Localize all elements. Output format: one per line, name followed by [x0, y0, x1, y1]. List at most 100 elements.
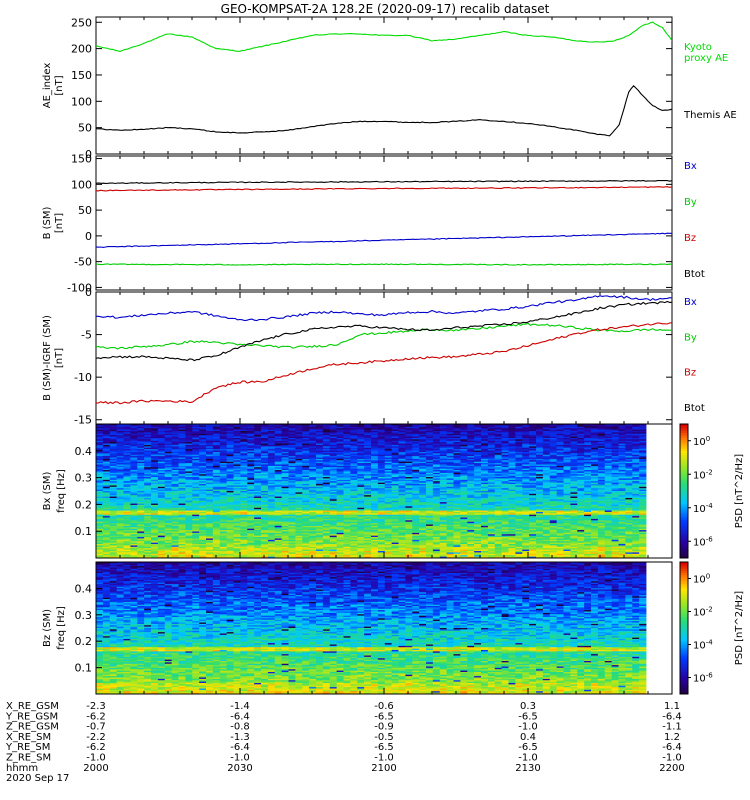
- spectrogram-cell: [274, 453, 283, 456]
- spectrogram-cell: [116, 468, 124, 471]
- spectrogram-cell: [542, 439, 551, 442]
- spectrogram-cell: [336, 435, 344, 437]
- series-line-by: [96, 322, 672, 350]
- spectrogram-cell: [254, 471, 262, 474]
- spectrogram-cell: [254, 485, 262, 488]
- spectrogram-cell: [563, 453, 571, 456]
- spectrogram-cell: [487, 474, 496, 477]
- spectrogram-cell: [604, 463, 613, 465]
- spectrogram-cell: [171, 474, 179, 477]
- spectrogram-cell: [316, 456, 324, 458]
- spectrogram-cell: [625, 468, 633, 471]
- spectrogram-cell: [102, 446, 111, 449]
- spectrogram-cell: [316, 457, 324, 460]
- spectrogram-cell: [529, 485, 537, 488]
- spectrogram-cell: [639, 463, 647, 465]
- spectrogram-cell: [439, 451, 448, 454]
- spectrogram-cell: [481, 453, 489, 456]
- spectrogram-cell: [432, 453, 441, 456]
- spectrogram-cell: [247, 454, 255, 457]
- spectrogram-cell: [584, 450, 592, 453]
- spectrogram-cell: [185, 428, 193, 430]
- spectrogram-cell: [618, 486, 626, 489]
- spectrogram-cell: [274, 451, 283, 454]
- spectrogram-cell: [494, 449, 503, 451]
- spectrogram-cell: [329, 458, 338, 461]
- spectrogram-cell: [591, 447, 599, 450]
- spectrogram-cell: [446, 482, 454, 485]
- spectrogram-cell: [439, 464, 448, 467]
- spectrogram-cell: [357, 475, 365, 478]
- spectrogram-cell: [405, 443, 413, 446]
- spectrogram-cell: [570, 429, 578, 432]
- spectrogram-cell: [577, 458, 585, 461]
- spectrogram-cell: [597, 439, 606, 442]
- spectrogram-cell: [364, 475, 372, 478]
- spectrogram-cell: [563, 430, 571, 433]
- spectrogram-cell: [240, 424, 248, 426]
- spectrogram-cell: [316, 475, 324, 478]
- spectrogram-cell: [137, 432, 145, 435]
- spectrogram-cell: [618, 428, 626, 430]
- spectrogram-cell: [212, 477, 221, 479]
- spectrogram-cell: [529, 474, 537, 477]
- spectrogram-cell: [164, 443, 173, 446]
- spectrogram-cell: [597, 450, 606, 453]
- spectrogram-cell: [206, 468, 214, 471]
- spectrogram-cell: [281, 446, 289, 449]
- spectrogram-cell: [343, 488, 351, 491]
- spectrogram-cell: [322, 479, 331, 482]
- spectrogram-cell: [412, 485, 420, 488]
- spectrogram-cell: [254, 486, 262, 489]
- spectrogram-cell: [329, 424, 338, 426]
- spectrogram-cell: [556, 484, 564, 486]
- spectrogram-cell: [549, 424, 558, 426]
- spectrogram-cell: [467, 439, 475, 442]
- spectrogram-cell: [481, 425, 489, 428]
- spectrogram-cell: [549, 477, 558, 479]
- spectrogram-cell: [453, 435, 461, 437]
- spectrogram-cell: [426, 481, 434, 484]
- spectrogram-cell: [151, 457, 159, 460]
- spectrogram-cell: [281, 443, 289, 446]
- spectrogram-cell: [254, 435, 262, 437]
- spectrogram-cell: [542, 479, 551, 482]
- spectrogram-cell: [467, 458, 475, 461]
- spectrogram-cell: [453, 451, 461, 454]
- spectrogram-cell: [584, 456, 592, 458]
- spectrogram-cell: [419, 477, 427, 479]
- spectrogram-cell: [157, 458, 166, 461]
- spectrogram-cell: [185, 458, 193, 461]
- spectrogram-cell: [584, 458, 592, 461]
- spectrogram-cell: [371, 437, 379, 440]
- spectrogram-cell: [157, 475, 166, 478]
- spectrogram-cell: [377, 488, 386, 491]
- spectrogram-cell: [639, 465, 647, 468]
- spectrogram-cell: [336, 477, 344, 479]
- spectrogram-cell: [357, 485, 365, 488]
- spectrogram-cell: [336, 425, 344, 428]
- spectrogram-cell: [563, 451, 571, 454]
- spectrogram-cell: [309, 437, 317, 440]
- spectrogram-cell: [96, 433, 104, 436]
- spectrogram-cell: [144, 486, 152, 489]
- spectrogram-cell: [322, 457, 331, 460]
- spectrogram-cell: [267, 424, 276, 426]
- spectrogram-cell: [171, 435, 179, 437]
- spectrogram-cell: [206, 467, 214, 470]
- spectrogram-cell: [419, 435, 427, 437]
- spectrogram-cell: [123, 472, 131, 475]
- spectrogram-cell: [302, 458, 310, 461]
- spectrogram-cell: [419, 472, 427, 475]
- spectrogram-cell: [96, 442, 104, 444]
- spectrogram-cell: [178, 478, 186, 481]
- spectrogram-cell: [364, 450, 372, 453]
- spectrogram-cell: [570, 450, 578, 453]
- spectrogram-cell: [377, 437, 386, 440]
- spectrogram-cell: [212, 432, 221, 435]
- spectrogram-cell: [329, 478, 338, 481]
- spectrogram-cell: [570, 471, 578, 474]
- spectrogram-cell: [137, 475, 145, 478]
- spectrogram-cell: [171, 442, 179, 444]
- spectrogram-cell: [219, 468, 228, 471]
